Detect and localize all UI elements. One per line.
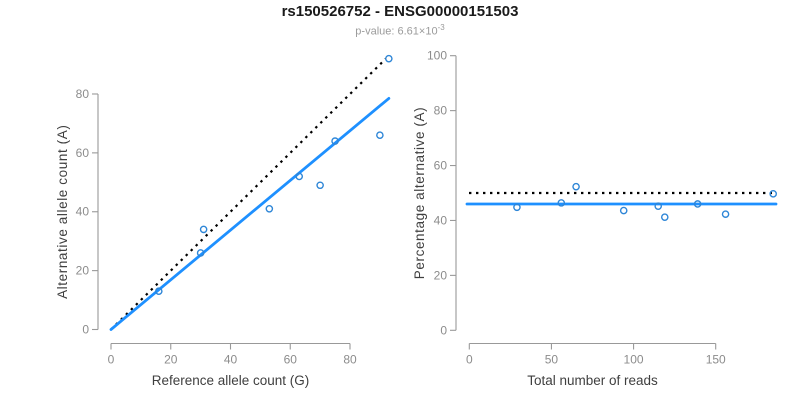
x-tick-label: 60 xyxy=(284,353,298,367)
x-tick-label: 150 xyxy=(706,353,726,367)
x-axis-title: Total number of reads xyxy=(527,373,658,388)
data-point xyxy=(557,199,566,207)
y-tick-label: 40 xyxy=(76,205,90,219)
y-tick-label: 20 xyxy=(434,268,448,282)
y-tick-label: 0 xyxy=(82,323,89,337)
x-tick-label: 80 xyxy=(343,353,357,367)
data-point xyxy=(376,131,384,140)
data-point xyxy=(199,225,208,234)
data-point xyxy=(154,287,163,296)
x-tick-label: 100 xyxy=(624,353,644,367)
y-tick-label: 100 xyxy=(427,49,447,63)
x-tick-label: 0 xyxy=(466,353,473,367)
data-point xyxy=(265,205,274,213)
left-plot: 0 20 40 60 80 0 20 40 60 80 Reference allele count… xyxy=(55,54,393,388)
y-axis-title: Alternative allele count (A) xyxy=(55,125,70,299)
pvalue-exponent: -3 xyxy=(437,23,445,32)
figure-title: rs150526752 - ENSG00000151503 xyxy=(281,3,519,20)
data-point xyxy=(693,200,702,208)
data-point xyxy=(513,203,521,212)
data-point xyxy=(619,206,628,215)
y-tick-label: 20 xyxy=(76,264,90,278)
right-plot: 0 50 100 150 0 20 40 60 80 100 Total number of rea… xyxy=(412,49,778,388)
y-tick-label: 0 xyxy=(440,323,447,337)
figure-subtitle: p-value: 6.61×10-3 xyxy=(0,23,800,38)
x-tick-label: 20 xyxy=(164,353,178,367)
x-tick-label: 40 xyxy=(224,353,238,367)
data-point xyxy=(660,213,669,221)
y-axis-title: Percentage alternative (A) xyxy=(412,107,427,279)
data-point xyxy=(295,172,304,181)
expected-reference-line xyxy=(110,57,387,331)
data-point xyxy=(385,54,393,63)
data-point xyxy=(572,182,580,191)
y-tick-label: 80 xyxy=(434,104,448,118)
data-point xyxy=(196,249,205,257)
x-axis-title: Reference allele count (G) xyxy=(152,373,310,388)
x-tick-label: 0 xyxy=(108,353,115,367)
y-tick-label: 60 xyxy=(434,159,448,173)
fitted-line xyxy=(109,97,391,331)
x-tick-label: 50 xyxy=(545,353,559,367)
data-point xyxy=(769,190,777,198)
data-point xyxy=(654,202,663,210)
y-tick-label: 80 xyxy=(76,87,90,101)
y-tick-label: 60 xyxy=(76,146,90,160)
y-tick-label: 40 xyxy=(434,213,448,227)
data-point xyxy=(316,181,324,190)
data-point xyxy=(721,210,730,218)
data-point xyxy=(331,137,339,145)
pvalue-text: p-value: 6.61×10 xyxy=(355,25,438,38)
